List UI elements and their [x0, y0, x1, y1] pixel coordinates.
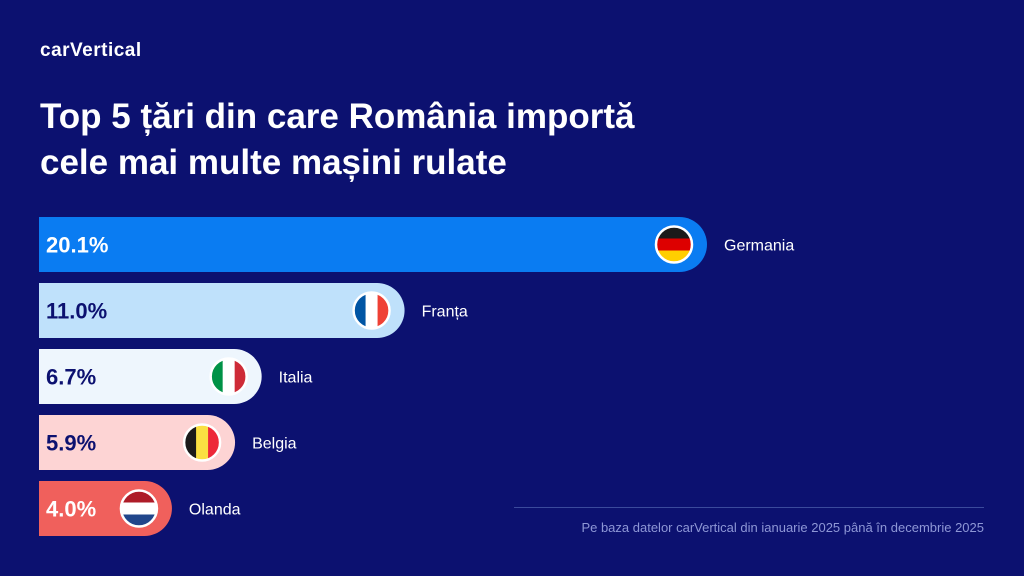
italy-flag-icon	[209, 357, 248, 396]
category-label: Franța	[422, 304, 468, 321]
category-label: Belgia	[252, 436, 297, 453]
belgium-flag-icon	[182, 423, 222, 462]
chart-title-line-1: Top 5 țări din care România importă	[40, 97, 635, 136]
value-label: 5.9%	[46, 431, 96, 456]
value-label: 6.7%	[46, 365, 96, 390]
value-label: 11.0%	[46, 299, 107, 324]
category-label: Olanda	[189, 502, 241, 519]
bar-germania	[39, 217, 707, 272]
france-flag-icon	[352, 291, 391, 330]
bar-italia	[39, 349, 262, 404]
footnote-divider	[514, 507, 984, 508]
category-label: Italia	[279, 370, 313, 387]
chart-title-line-2: cele mai multe mașini rulate	[40, 143, 507, 182]
value-label: 20.1%	[46, 233, 108, 258]
bar-belgia	[39, 415, 236, 470]
carvertical-logo: carVertical	[40, 40, 142, 61]
category-label: Germania	[724, 238, 794, 255]
value-label: 4.0%	[46, 497, 96, 522]
chart-title: Top 5 țări din care România importă cele…	[40, 94, 800, 186]
bar-franța	[39, 283, 405, 338]
footnote: Pe baza datelor carVertical din ianuarie…	[581, 520, 984, 535]
netherlands-flag-icon	[119, 489, 159, 528]
germany-flag-icon	[654, 225, 694, 264]
